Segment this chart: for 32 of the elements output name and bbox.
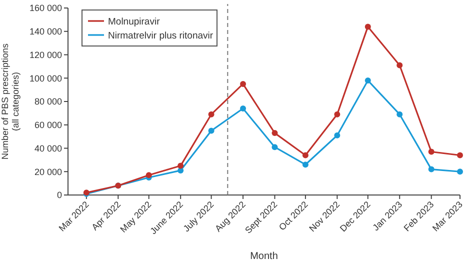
point [208,128,214,134]
point [364,77,371,84]
point [272,144,278,150]
point [272,130,278,136]
y-tick-label: 100 000 [29,73,62,84]
point [428,148,434,155]
point [428,166,434,172]
point [457,168,463,175]
y-tick-label: 60 000 [34,120,62,130]
point [457,152,463,158]
y-axis-title: Number of PBS prescriptions (all categories) [0,42,21,160]
y-tick-label: 80 000 [34,96,62,107]
y-tick-label: 160 000 [29,3,62,14]
x-axis-title: Month [250,251,278,262]
y-tick-label: 120 000 [29,50,62,60]
point [334,132,340,138]
point [334,111,340,118]
y-tick-label: 40 000 [34,143,62,154]
y-tick-label: 0 [56,190,62,200]
point [396,62,403,68]
y-tick-label: 140 000 [29,26,62,37]
point [240,106,246,112]
y-tick-label: 20 000 [34,166,62,177]
point [240,80,246,87]
point [178,162,184,169]
legend-label: Molnupiravir [108,16,160,28]
point [364,24,371,30]
point [208,111,214,118]
legend-label: Nirmatrelvir plus ritonavir [108,30,214,42]
point [302,152,308,158]
point [396,111,403,118]
point [302,162,308,168]
